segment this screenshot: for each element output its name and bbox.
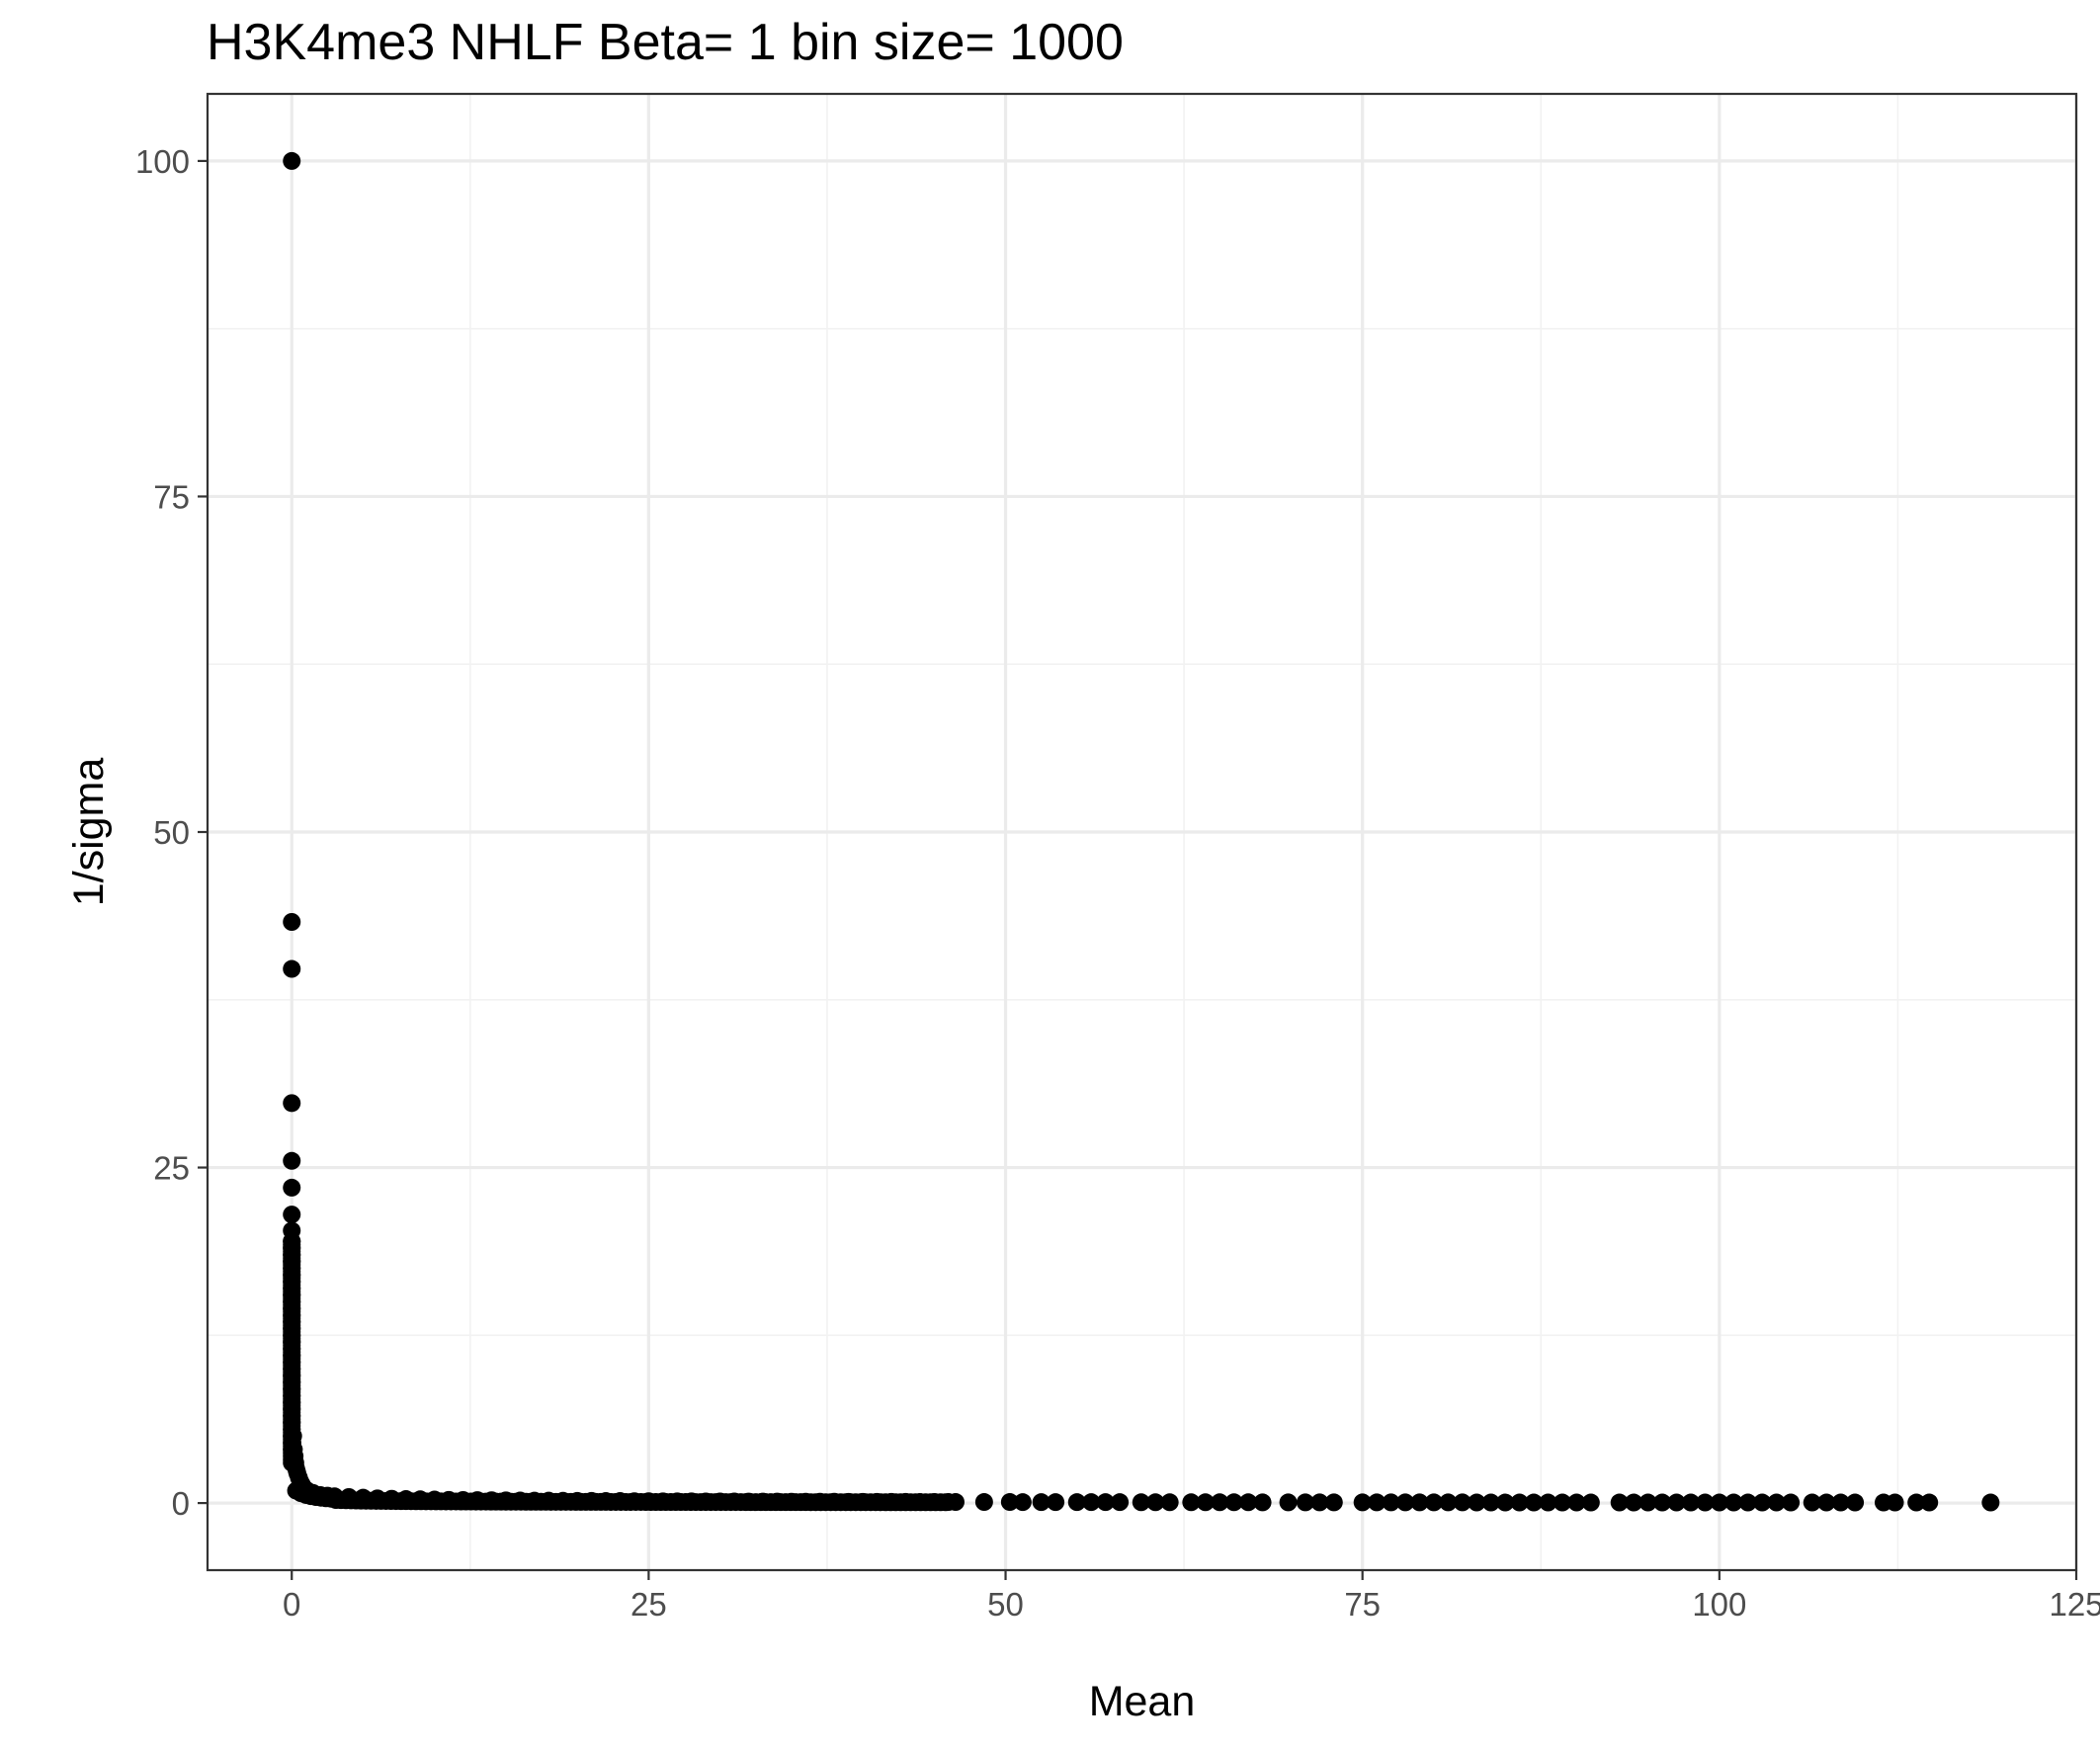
data-point <box>1368 1493 1386 1512</box>
data-point <box>1886 1493 1904 1512</box>
data-point <box>1803 1493 1821 1512</box>
y-tick-label: 0 <box>172 1485 190 1522</box>
data-point <box>1638 1493 1657 1512</box>
data-point <box>936 1493 955 1512</box>
data-point <box>1846 1493 1865 1512</box>
data-point <box>1211 1493 1229 1512</box>
data-point <box>1196 1493 1215 1512</box>
data-point <box>1132 1493 1150 1512</box>
data-point <box>1753 1493 1772 1512</box>
x-axis: 0 25 50 75 100 125 <box>283 1570 2100 1623</box>
data-point <box>1510 1493 1529 1512</box>
data-point <box>1382 1493 1400 1512</box>
data-point <box>1468 1493 1486 1512</box>
data-point <box>1182 1493 1201 1512</box>
chart-title: H3K4me3 NHLF Beta= 1 bin size= 1000 <box>207 14 1124 71</box>
data-point <box>283 1232 301 1251</box>
data-point <box>1981 1493 2000 1512</box>
data-point <box>1539 1493 1557 1512</box>
data-point <box>1481 1493 1500 1512</box>
data-point <box>283 959 301 978</box>
y-tick-label: 50 <box>153 814 190 851</box>
y-tick-label: 100 <box>135 143 190 180</box>
data-point <box>283 1094 301 1113</box>
data-point <box>1013 1493 1032 1512</box>
data-point <box>1681 1493 1700 1512</box>
data-point <box>1239 1493 1258 1512</box>
data-point <box>1310 1493 1329 1512</box>
data-point <box>1610 1493 1629 1512</box>
data-point <box>1920 1493 1939 1512</box>
data-point <box>1567 1493 1586 1512</box>
data-point <box>1724 1493 1743 1512</box>
data-point <box>1710 1493 1728 1512</box>
data-point <box>1907 1493 1926 1512</box>
data-point <box>1111 1493 1130 1512</box>
x-tick-label: 25 <box>630 1586 667 1623</box>
data-point <box>1525 1493 1544 1512</box>
data-point <box>1553 1493 1571 1512</box>
data-point <box>1047 1493 1065 1512</box>
data-point <box>1581 1493 1600 1512</box>
data-point <box>1817 1493 1836 1512</box>
x-tick-label: 125 <box>2049 1586 2100 1623</box>
y-axis: 0 25 50 75 100 <box>135 143 208 1522</box>
data-point <box>1067 1493 1086 1512</box>
data-point <box>1160 1493 1179 1512</box>
data-point <box>1096 1493 1115 1512</box>
data-point <box>1767 1493 1786 1512</box>
data-point <box>1082 1493 1101 1512</box>
data-point <box>1667 1493 1686 1512</box>
data-point <box>1424 1493 1443 1512</box>
x-tick-label: 100 <box>1692 1586 1746 1623</box>
data-point <box>1353 1493 1372 1512</box>
data-points <box>283 151 2000 1512</box>
data-point <box>1279 1493 1298 1512</box>
data-point <box>283 1206 301 1224</box>
data-point <box>1324 1493 1343 1512</box>
data-point <box>1032 1493 1050 1512</box>
data-point <box>283 1178 301 1197</box>
data-point <box>1653 1493 1672 1512</box>
data-point <box>1496 1493 1515 1512</box>
data-point <box>1696 1493 1715 1512</box>
data-point <box>1453 1493 1471 1512</box>
data-point <box>1782 1493 1801 1512</box>
data-point <box>1253 1493 1272 1512</box>
data-point <box>1439 1493 1458 1512</box>
x-axis-title: Mean <box>1089 1678 1196 1725</box>
x-tick-label: 50 <box>987 1586 1024 1623</box>
data-point <box>283 1151 301 1170</box>
data-point <box>1410 1493 1429 1512</box>
y-tick-label: 25 <box>153 1150 190 1187</box>
data-point <box>1146 1493 1165 1512</box>
data-point <box>1831 1493 1850 1512</box>
data-point <box>974 1493 993 1512</box>
data-point <box>1625 1493 1643 1512</box>
data-point <box>1000 1493 1019 1512</box>
data-point <box>1396 1493 1415 1512</box>
data-point <box>1296 1493 1314 1512</box>
data-point <box>1224 1493 1243 1512</box>
x-tick-label: 75 <box>1344 1586 1381 1623</box>
y-axis-title: 1/sigma <box>65 758 113 907</box>
data-point <box>1738 1493 1757 1512</box>
data-point <box>283 151 301 170</box>
data-point <box>283 912 301 931</box>
x-tick-label: 0 <box>283 1586 300 1623</box>
y-tick-label: 75 <box>153 478 190 515</box>
